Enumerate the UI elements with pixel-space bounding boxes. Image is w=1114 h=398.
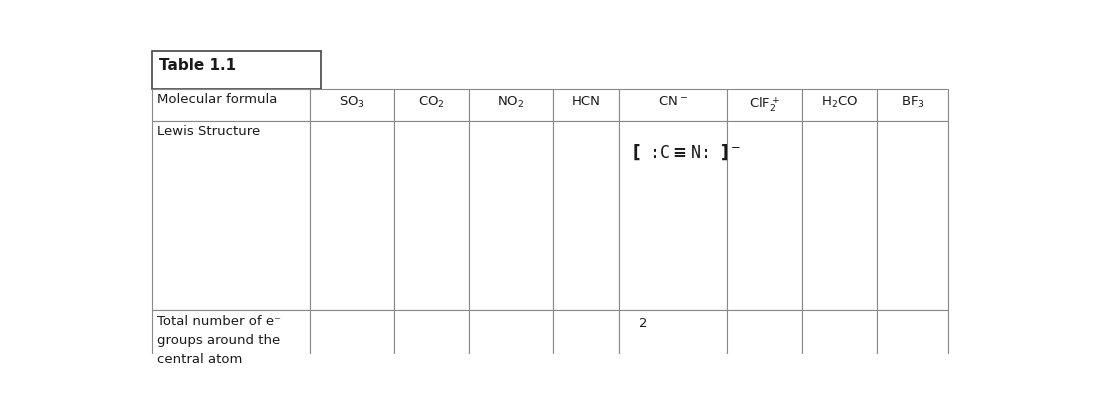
Text: $\mathregular{BF_3}$: $\mathregular{BF_3}$ <box>901 95 925 110</box>
Bar <box>310 89 394 121</box>
Bar <box>619 89 727 121</box>
Bar <box>553 89 619 121</box>
Text: 2: 2 <box>638 318 647 330</box>
Bar <box>394 310 469 377</box>
Text: Table 1.1: Table 1.1 <box>159 58 236 72</box>
Bar <box>727 121 802 310</box>
Bar <box>310 121 394 310</box>
Bar <box>394 89 469 121</box>
Bar <box>469 310 553 377</box>
Bar <box>802 310 878 377</box>
Bar <box>394 121 469 310</box>
Bar <box>153 121 310 310</box>
Bar <box>553 121 619 310</box>
Bar <box>153 310 310 377</box>
Bar <box>469 121 553 310</box>
Bar <box>619 121 727 310</box>
Bar <box>802 89 878 121</box>
Bar <box>553 310 619 377</box>
Text: $\mathbf{[}$ :C$\mathbf{\equiv}$N: $\mathbf{]}^-$: $\mathbf{[}$ :C$\mathbf{\equiv}$N: $\mat… <box>633 143 741 162</box>
Bar <box>153 89 310 121</box>
Bar <box>878 121 948 310</box>
Text: $\mathregular{H_2CO}$: $\mathregular{H_2CO}$ <box>821 95 859 110</box>
Bar <box>469 89 553 121</box>
Text: Total number of e⁻
groups around the
central atom: Total number of e⁻ groups around the cen… <box>157 315 282 366</box>
Text: $\mathregular{ClF_2^+}$: $\mathregular{ClF_2^+}$ <box>749 95 781 114</box>
Text: $\mathregular{CO_2}$: $\mathregular{CO_2}$ <box>418 95 444 110</box>
Text: HCN: HCN <box>571 95 600 108</box>
Bar <box>619 310 727 377</box>
Text: $\mathregular{CN^-}$: $\mathregular{CN^-}$ <box>658 95 688 108</box>
Text: $\mathregular{SO_3}$: $\mathregular{SO_3}$ <box>339 95 365 110</box>
Bar <box>878 89 948 121</box>
Text: Molecular formula: Molecular formula <box>157 93 277 106</box>
Bar <box>310 310 394 377</box>
Bar <box>727 310 802 377</box>
Bar <box>802 121 878 310</box>
Bar <box>727 89 802 121</box>
Bar <box>878 310 948 377</box>
Bar <box>153 51 321 89</box>
Text: $\mathregular{NO_2}$: $\mathregular{NO_2}$ <box>497 95 525 110</box>
Text: Lewis Structure: Lewis Structure <box>157 125 261 138</box>
